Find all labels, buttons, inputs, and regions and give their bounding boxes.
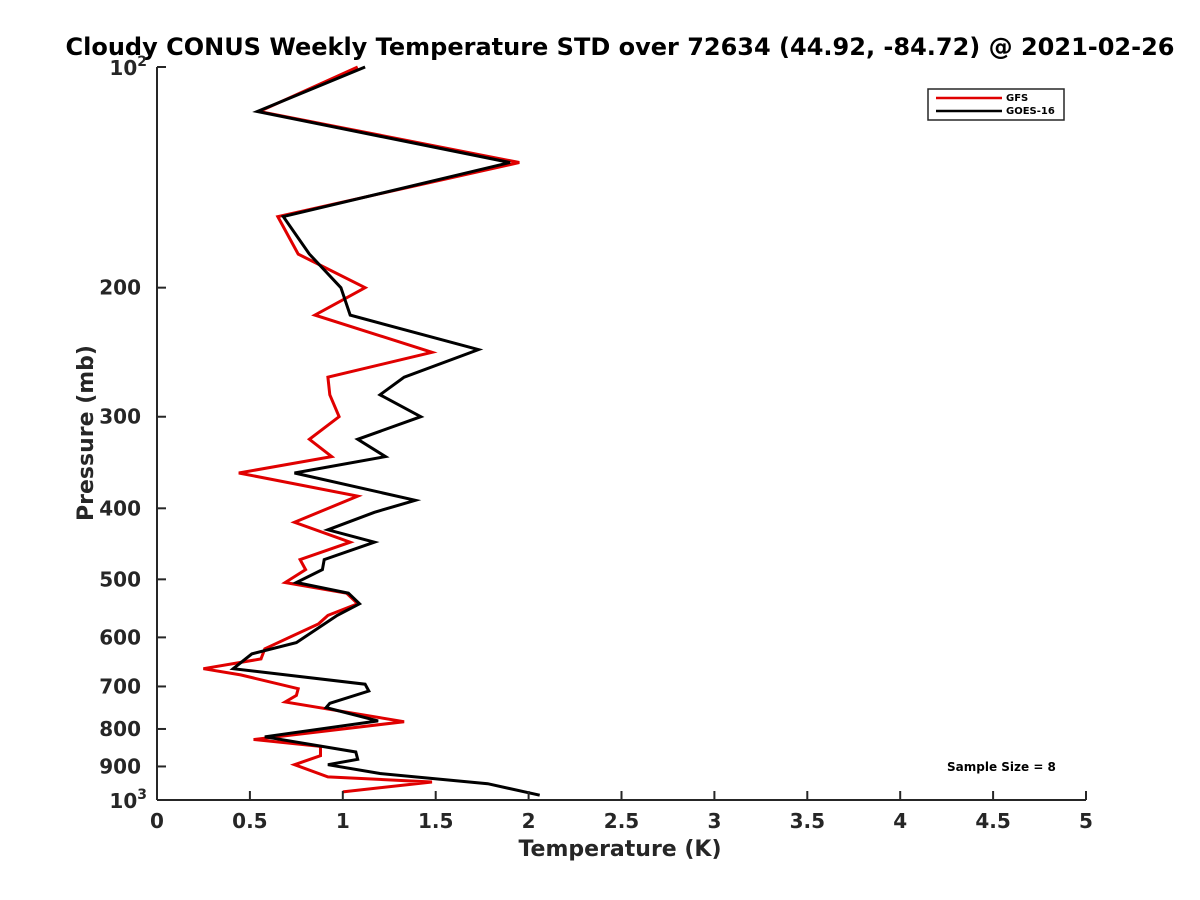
legend-label-gfs: GFS	[1006, 93, 1028, 104]
x-tick-label: 4.5	[975, 809, 1010, 833]
y-tick-label: 500	[99, 567, 141, 591]
x-tick-label: 0	[150, 809, 164, 833]
sample-size-annotation: Sample Size = 8	[947, 760, 1056, 774]
y-tick-label: 103	[109, 787, 147, 813]
x-tick-label: 4	[893, 809, 907, 833]
x-axis-label: Temperature (K)	[518, 837, 721, 862]
legend-label-goes16: GOES-16	[1006, 106, 1055, 117]
y-tick-label: 900	[99, 754, 141, 778]
y-tick-label: 102	[109, 54, 147, 80]
x-tick-label: 5	[1079, 809, 1093, 833]
legend: GFS GOES-16	[927, 88, 1065, 121]
y-axis-label: Pressure (mb)	[74, 345, 99, 521]
series-line-gfs	[203, 65, 520, 794]
y-ticks: 102 200 300 400 500 600 700 800 900 103	[99, 54, 166, 813]
y-tick-label: 700	[99, 674, 141, 698]
legend-box	[927, 88, 1065, 121]
y-tick-label: 400	[99, 496, 141, 520]
x-tick-label: 2	[522, 809, 536, 833]
x-tick-label: 2.5	[604, 809, 639, 833]
y-tick-label: 800	[99, 717, 141, 741]
chart-title: Cloudy CONUS Weekly Temperature STD over…	[66, 33, 1175, 61]
y-tick-label: 600	[99, 625, 141, 649]
y-tick-label: 300	[99, 405, 141, 429]
series-line-goes16	[229, 65, 541, 797]
x-ticks: 0 0.5 1 1.5 2 2.5 3 3.5 4 4.5 5	[150, 791, 1093, 833]
x-tick-label: 1	[336, 809, 350, 833]
x-tick-label: 3.5	[790, 809, 825, 833]
x-tick-label: 0.5	[232, 809, 267, 833]
x-tick-label: 1.5	[418, 809, 453, 833]
series-layer	[203, 65, 541, 797]
x-tick-label: 3	[707, 809, 721, 833]
y-tick-label: 200	[99, 276, 141, 300]
